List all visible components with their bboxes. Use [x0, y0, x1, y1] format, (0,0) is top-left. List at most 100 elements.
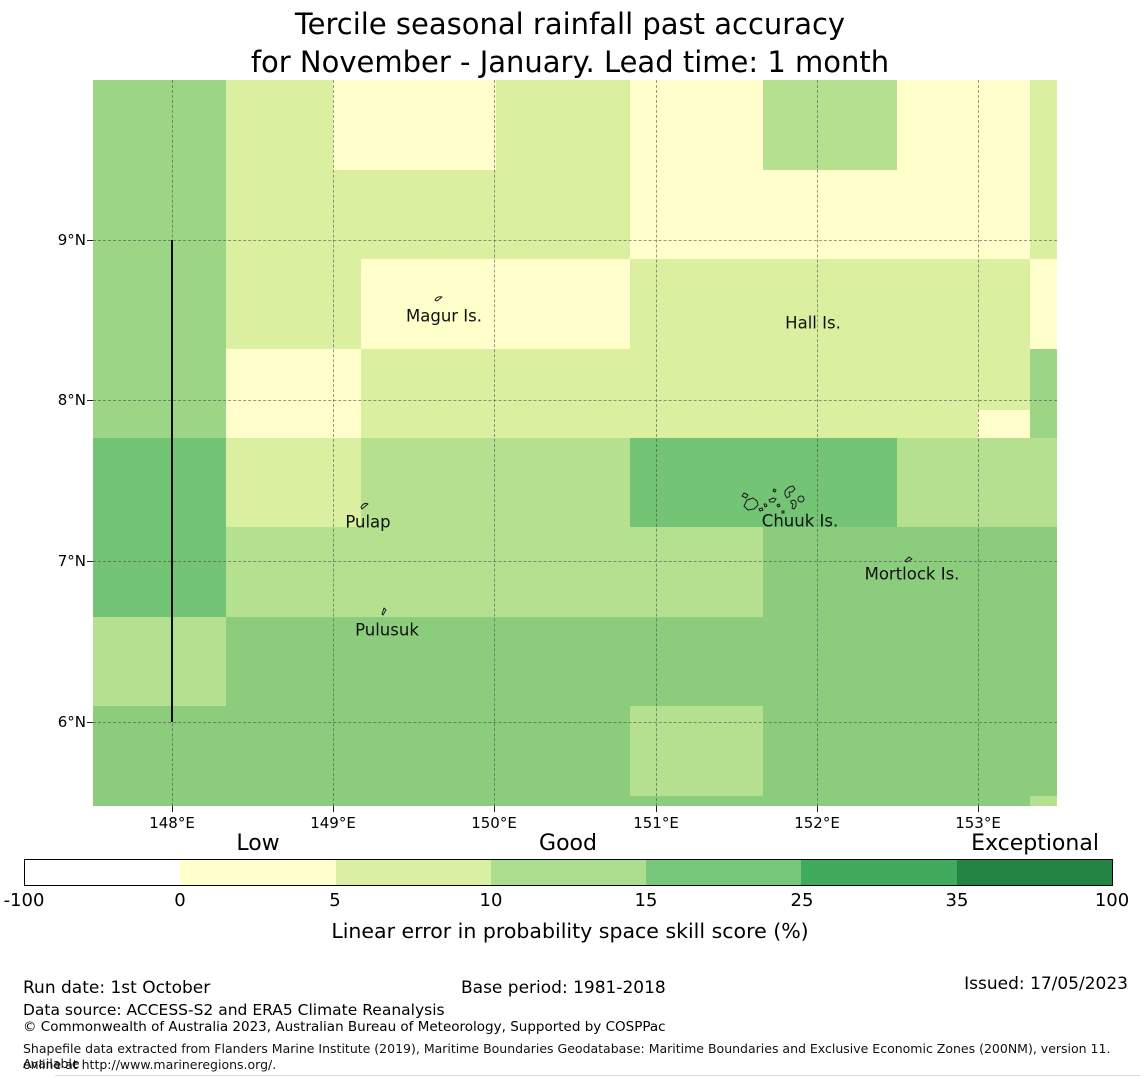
- map-cell: [630, 706, 763, 796]
- colorbar-segment: [956, 860, 1112, 885]
- figure-title-line2: for November - January. Lead time: 1 mon…: [250, 45, 890, 79]
- eez-boundary-line: [171, 240, 173, 722]
- island-label: Pulusuk: [355, 620, 419, 640]
- copyright-text: © Commonwealth of Australia 2023, Austra…: [23, 1019, 666, 1035]
- map-cell: [630, 438, 897, 527]
- map-cell: [897, 438, 1057, 527]
- x-axis-label: 150°E: [471, 814, 517, 832]
- map-cell: [763, 706, 1057, 796]
- map-cell: [93, 438, 226, 527]
- map-cell: [1030, 259, 1057, 349]
- bottom-divider: [55, 1075, 1140, 1076]
- x-axis-label: 153°E: [955, 814, 1001, 832]
- map-cell: [763, 527, 1057, 617]
- map-cell: [630, 259, 1030, 349]
- y-axis-tick: [87, 240, 93, 241]
- longitude-gridline: [494, 80, 495, 806]
- longitude-gridline: [978, 80, 979, 806]
- colorbar-tick-label: 10: [479, 890, 503, 911]
- colorbar-tick-label: -100: [3, 890, 45, 911]
- colorbar-tick-label: 100: [1094, 890, 1130, 911]
- map-cell: [93, 349, 226, 438]
- map-cell: [630, 170, 1030, 259]
- longitude-gridline: [656, 80, 657, 806]
- map-cell: [361, 259, 630, 349]
- island-label: Chuuk Is.: [761, 511, 839, 531]
- map-area: Magur Is. Hall Is. Pulap Chuuk Is. Mortlock …: [93, 80, 1057, 806]
- x-axis-label: 149°E: [310, 814, 356, 832]
- colorbar-title: Linear error in probability space skill …: [331, 919, 809, 943]
- x-axis-label: 152°E: [794, 814, 840, 832]
- shapefile-note-line1: Shapefile data extracted from Flanders M…: [23, 1041, 1111, 1071]
- latitude-gridline: [93, 400, 1057, 401]
- colorbar-tick-label: 0: [174, 890, 186, 911]
- island-label: Mortlock Is.: [864, 564, 960, 584]
- shapefile-note-line2: online at http://www.marineregions.org/.: [23, 1057, 277, 1072]
- latitude-gridline: [93, 240, 1057, 241]
- colorbar-segment: [180, 860, 336, 885]
- longitude-gridline: [333, 80, 334, 806]
- island-label: Magur Is.: [405, 306, 483, 326]
- figure-title: Tercile seasonal rainfall past accuracy …: [0, 5, 1140, 81]
- colorbar-segment: [646, 860, 802, 885]
- y-axis-tick: [87, 722, 93, 723]
- map-cell: [1030, 80, 1057, 170]
- colorbar-tick-label: 35: [945, 890, 969, 911]
- map-cell: [496, 80, 630, 170]
- map-cell: [1030, 170, 1057, 259]
- x-axis-tick: [333, 806, 334, 812]
- y-axis-label: 9°N: [57, 231, 86, 249]
- island-shapes: [360, 296, 913, 616]
- latitude-gridline: [93, 722, 1057, 723]
- map-cell: [226, 170, 630, 259]
- map-cell: [361, 349, 1030, 438]
- map-cell: [333, 80, 496, 170]
- colorbar-segment: [25, 860, 181, 885]
- x-axis-tick: [656, 806, 657, 812]
- colorbar: [24, 859, 1113, 886]
- x-axis-label: 151°E: [633, 814, 679, 832]
- chuuk-lagoon-islets-icon: [741, 485, 805, 514]
- map-cell: [978, 410, 1030, 438]
- map-cell: [93, 527, 226, 617]
- latitude-gridline: [93, 561, 1057, 562]
- map-cell: [226, 80, 333, 170]
- map-cell: [93, 796, 1030, 806]
- map-cell: [226, 438, 361, 527]
- magur-islet-icon: [434, 296, 443, 302]
- x-axis-label: 148°E: [149, 814, 195, 832]
- pulap-islet-icon: [360, 502, 369, 510]
- run-date-text: Run date: 1st October: [23, 978, 211, 998]
- figure-title-line1: Tercile seasonal rainfall past accuracy: [294, 7, 846, 41]
- colorbar-segment: [490, 860, 647, 885]
- map-cell: [630, 80, 763, 170]
- x-axis-tick: [494, 806, 495, 812]
- pulusuk-islet-icon: [381, 607, 387, 616]
- x-axis-tick: [817, 806, 818, 812]
- map-cell: [226, 349, 361, 438]
- map-cell: [1030, 349, 1057, 438]
- colorbar-tick-label: 15: [634, 890, 658, 911]
- y-axis-label: 7°N: [57, 552, 86, 570]
- legend-label-low: Low: [236, 831, 280, 856]
- map-cell: [226, 617, 1057, 706]
- map-cell: [226, 259, 361, 349]
- x-axis-tick: [978, 806, 979, 812]
- island-label: Hall Is.: [785, 313, 841, 333]
- legend-label-good: Good: [539, 831, 597, 856]
- x-axis-tick: [172, 806, 173, 812]
- longitude-gridline: [817, 80, 818, 806]
- y-axis-label: 8°N: [57, 391, 86, 409]
- colorbar-segment: [801, 860, 957, 885]
- island-label: Pulap: [345, 512, 391, 532]
- colorbar-tick-label: 25: [790, 890, 814, 911]
- map-cell: [93, 259, 226, 349]
- legend-label-exceptional: Exceptional: [971, 831, 1099, 856]
- map-cell: [93, 706, 630, 796]
- map-cell: [93, 80, 226, 170]
- issued-date-text: Issued: 17/05/2023: [964, 974, 1128, 994]
- data-source-text: Data source: ACCESS-S2 and ERA5 Climate …: [23, 1001, 445, 1019]
- colorbar-tick-label: 5: [329, 890, 341, 911]
- colorbar-segment: [335, 860, 491, 885]
